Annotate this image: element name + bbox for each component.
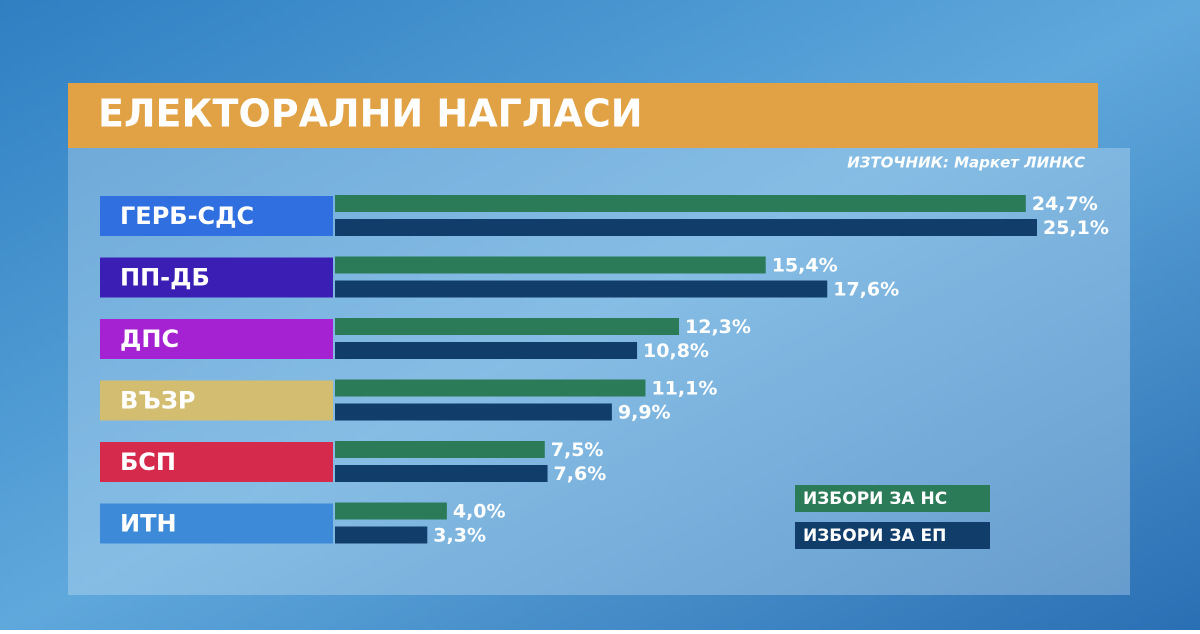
bar (335, 256, 766, 274)
chart-title: ЕЛЕКТОРАЛНИ НАГЛАСИ (98, 92, 643, 136)
bar (335, 342, 638, 359)
bar (335, 280, 828, 298)
category-label: ГЕРБ-СДС (120, 202, 254, 230)
value-label: 25,1% (1043, 217, 1109, 239)
value-label: 3,3% (433, 525, 486, 547)
value-label: 7,6% (554, 463, 607, 485)
value-label: 10,8% (643, 340, 709, 362)
bar (335, 441, 545, 458)
source: ИЗТОЧНИК: Маркет ЛИНКС (847, 154, 1085, 172)
category-box (100, 196, 333, 236)
category-label: ПП-ДБ (120, 264, 210, 292)
value-label: 24,7% (1032, 193, 1098, 215)
title-bar (68, 83, 1098, 148)
value-label: 7,5% (551, 439, 604, 461)
value-label: 15,4% (772, 255, 838, 277)
category-label: ДПС (120, 325, 179, 353)
category-box (100, 442, 333, 482)
category-label: ВЪЗР (120, 387, 195, 415)
category-label: ИТН (120, 510, 177, 538)
value-label: 11,1% (651, 378, 717, 400)
value-label: 17,6% (833, 279, 899, 301)
legend-swatch (795, 522, 990, 549)
legend-swatch (795, 485, 990, 512)
value-label: 9,9% (618, 402, 671, 424)
legend-label: ИЗБОРИ ЗА ЕП (803, 526, 946, 546)
bar (335, 403, 612, 421)
bar (335, 465, 548, 482)
category-box (100, 257, 333, 298)
category-box (100, 503, 333, 544)
category-box (100, 319, 333, 359)
legend-label: ИЗБОРИ ЗА НС (803, 489, 947, 509)
value-label: 12,3% (685, 316, 751, 338)
category-label: БСП (120, 448, 176, 476)
bar (335, 526, 428, 544)
bar (335, 219, 1037, 236)
bar (335, 195, 1026, 212)
value-label: 4,0% (453, 501, 506, 523)
bar (335, 502, 447, 520)
bar (335, 379, 646, 397)
bar (335, 318, 680, 335)
category-box (100, 380, 333, 421)
